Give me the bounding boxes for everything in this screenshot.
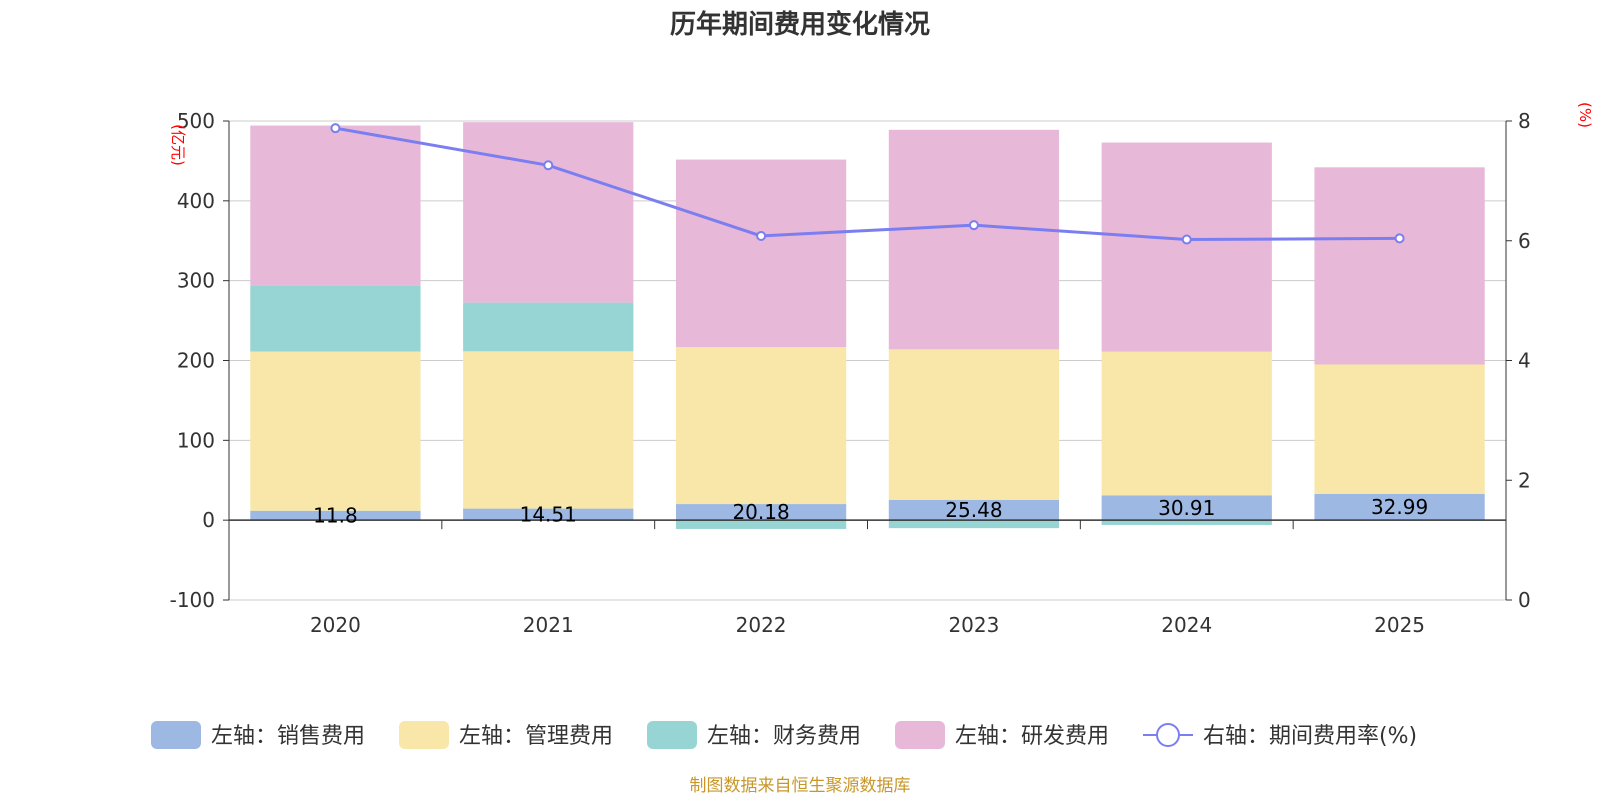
rate-point [968,220,979,231]
right-tick-label: 4 [1518,349,1531,373]
legend-label: 左轴：财务费用 [707,724,861,749]
bar-segment [888,499,1060,521]
legend-marker [1156,723,1180,747]
bar-segment [250,285,421,352]
rate-point [330,123,341,134]
left-tick-label: 200 [177,349,215,373]
bar-segment [675,520,847,529]
rate-point [1394,233,1405,244]
left-tick-label: 100 [177,428,215,452]
legend-swatch [895,721,945,749]
left-tick-label: 500 [177,109,215,133]
bar-segment [463,351,634,509]
bar-segment [250,125,421,286]
rate-point [543,160,554,171]
chart-title: 历年期间费用变化情况 [670,9,930,40]
x-tick-label: 2023 [948,613,999,637]
bar-segment [675,347,847,505]
bar-segment [1314,167,1485,365]
bar-segment [1314,364,1485,494]
data-label: 32.99 [1371,495,1428,519]
rate-point [1181,234,1192,245]
left-tick-label: 400 [177,189,215,213]
source-note: 制图数据来自恒生聚源数据库 [690,776,911,796]
right-tick-label: 2 [1518,468,1531,492]
rate-line-path [335,126,1400,242]
bar-segment [1314,493,1485,521]
rate-point [756,230,767,241]
bar-segment [1101,495,1272,521]
x-tick-label: 2024 [1161,613,1212,637]
data-labels: 11.8 14.51 20.18 25.48 30.91 32.99 [313,495,1428,527]
x-tick-label: 2025 [1374,613,1425,637]
data-label: 30.91 [1158,496,1215,520]
left-tick-label: 300 [177,269,215,293]
bar-segment [1101,142,1272,352]
left-tick-label: 0 [202,508,215,532]
legend-swatch [647,721,697,749]
bars [250,122,1485,529]
bar-segment [888,520,1060,529]
right-tick-label: 0 [1518,588,1531,612]
bar-segment [1101,520,1272,525]
legend-label: 右轴：期间费用率(%) [1203,724,1417,749]
bar-segment [250,351,421,511]
data-label: 25.48 [945,498,1002,522]
legend-label: 左轴：销售费用 [211,724,365,749]
bar-segment [463,122,634,303]
bar-segment [250,510,421,521]
x-tick-label: 2020 [310,613,361,637]
data-label: 11.8 [313,503,358,527]
x-tick-label: 2022 [736,613,787,637]
bar-segment [888,349,1060,500]
right-axis-unit: (%) [1576,102,1594,128]
grid [229,120,1506,601]
right-tick-label: 8 [1518,109,1531,133]
bar-segment [1101,351,1272,496]
bar-segment [463,508,634,521]
left-tick-label: -100 [170,588,215,612]
bar-segment [463,302,634,352]
legend-swatch [399,721,449,749]
legend-swatch [151,721,201,749]
bar-segment [888,129,1060,350]
bar-segment [675,504,847,521]
legend-label: 左轴：管理费用 [459,724,613,749]
left-axis-unit: (亿元) [169,124,187,166]
right-tick-label: 6 [1518,229,1531,253]
legend: 左轴：销售费用 左轴：管理费用 左轴：财务费用 左轴：研发费用 右轴：期间费用率(%) [151,721,1417,749]
data-label: 14.51 [520,502,577,526]
x-tick-label: 2021 [523,613,574,637]
bar-segment [675,159,847,348]
axes: -100 0 100 200 300 400 500 0 2 4 6 8 2020 2021 2022 202… [170,109,1531,637]
rate-line [330,123,1405,245]
legend-label: 左轴：研发费用 [955,724,1109,749]
data-label: 20.18 [732,500,789,524]
